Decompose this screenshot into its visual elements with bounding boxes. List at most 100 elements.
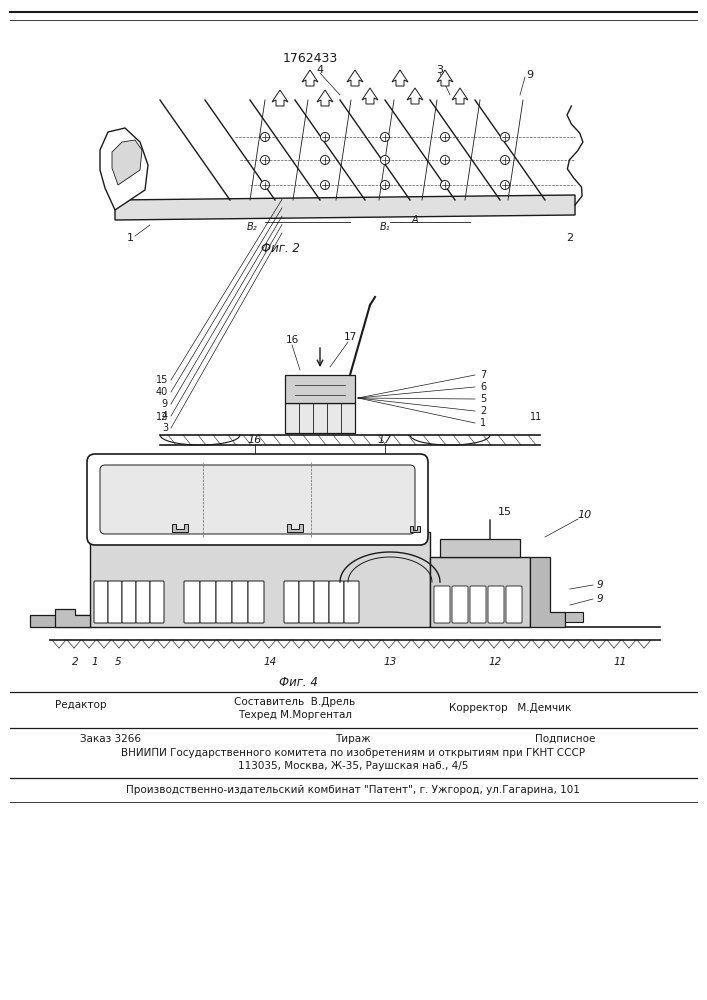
Text: 12: 12	[489, 657, 502, 667]
Circle shape	[501, 132, 510, 141]
Circle shape	[501, 180, 510, 190]
Text: 2: 2	[480, 406, 486, 416]
FancyBboxPatch shape	[488, 586, 504, 623]
Polygon shape	[437, 70, 453, 86]
Text: B₂: B₂	[247, 222, 257, 232]
Text: 3: 3	[436, 65, 443, 75]
Circle shape	[320, 155, 329, 164]
Text: 15: 15	[156, 375, 168, 385]
Text: 9: 9	[527, 70, 534, 80]
Circle shape	[320, 132, 329, 141]
Circle shape	[440, 132, 450, 141]
Bar	[565, 612, 583, 622]
Text: 9: 9	[597, 594, 603, 604]
Circle shape	[260, 155, 269, 164]
Text: 11: 11	[614, 657, 626, 667]
Text: 1: 1	[127, 233, 134, 243]
Text: 16: 16	[286, 335, 298, 345]
Polygon shape	[287, 524, 303, 532]
Text: 16: 16	[248, 435, 262, 445]
Polygon shape	[410, 526, 420, 532]
Polygon shape	[347, 70, 363, 86]
FancyBboxPatch shape	[108, 581, 122, 623]
FancyBboxPatch shape	[122, 581, 136, 623]
Polygon shape	[362, 88, 378, 104]
FancyBboxPatch shape	[299, 581, 314, 623]
FancyBboxPatch shape	[470, 586, 486, 623]
Polygon shape	[302, 70, 318, 86]
Text: A: A	[411, 215, 419, 225]
FancyBboxPatch shape	[94, 581, 108, 623]
Polygon shape	[172, 524, 188, 532]
Text: Производственно-издательский комбинат "Патент", г. Ужгород, ул.Гагарина, 101: Производственно-издательский комбинат "П…	[126, 785, 580, 795]
Text: Корректор   М.Демчик: Корректор М.Демчик	[449, 703, 571, 713]
FancyBboxPatch shape	[344, 581, 359, 623]
Circle shape	[260, 132, 269, 141]
Text: Фиг. 2: Фиг. 2	[261, 241, 300, 254]
Text: Заказ 3266: Заказ 3266	[80, 734, 141, 744]
FancyBboxPatch shape	[452, 586, 468, 623]
FancyBboxPatch shape	[100, 465, 415, 534]
Circle shape	[320, 180, 329, 190]
Text: 1: 1	[480, 418, 486, 428]
Circle shape	[440, 180, 450, 190]
FancyBboxPatch shape	[434, 586, 450, 623]
Circle shape	[501, 155, 510, 164]
Bar	[440, 539, 520, 557]
Bar	[285, 375, 355, 403]
Text: 5: 5	[115, 657, 122, 667]
Polygon shape	[112, 140, 142, 185]
Text: 7: 7	[480, 370, 486, 380]
Polygon shape	[272, 90, 288, 106]
Text: Составитель  В.Дрель: Составитель В.Дрель	[235, 697, 356, 707]
Text: 2: 2	[566, 233, 573, 243]
Text: 7: 7	[96, 475, 103, 485]
Polygon shape	[100, 128, 148, 210]
Text: 10: 10	[578, 510, 592, 520]
FancyBboxPatch shape	[232, 581, 248, 623]
Text: Тираж: Тираж	[335, 734, 370, 744]
Bar	[285, 403, 355, 433]
Text: 9: 9	[162, 399, 168, 409]
Text: 40: 40	[156, 387, 168, 397]
Text: Фиг. 3: Фиг. 3	[261, 484, 300, 496]
Text: 12: 12	[156, 412, 168, 422]
Text: 2: 2	[71, 657, 78, 667]
Text: Фиг. 4: Фиг. 4	[279, 676, 317, 688]
Bar	[90, 532, 430, 627]
FancyBboxPatch shape	[314, 581, 329, 623]
Bar	[30, 615, 90, 627]
Text: 17: 17	[378, 435, 392, 445]
Text: 1: 1	[92, 657, 98, 667]
FancyBboxPatch shape	[284, 581, 299, 623]
Polygon shape	[55, 609, 90, 627]
Text: 4: 4	[162, 411, 168, 421]
Circle shape	[380, 155, 390, 164]
Text: Редактор: Редактор	[55, 700, 107, 710]
Text: B₁: B₁	[380, 222, 390, 232]
FancyBboxPatch shape	[184, 581, 200, 623]
Text: 6: 6	[480, 382, 486, 392]
FancyBboxPatch shape	[248, 581, 264, 623]
Polygon shape	[452, 88, 468, 104]
FancyBboxPatch shape	[200, 581, 216, 623]
Text: 14: 14	[264, 657, 276, 667]
Text: 17: 17	[344, 332, 356, 342]
Text: ВНИИПИ Государственного комитета по изобретениям и открытиям при ГКНТ СССР: ВНИИПИ Государственного комитета по изоб…	[121, 748, 585, 758]
FancyBboxPatch shape	[506, 586, 522, 623]
Text: 5: 5	[480, 394, 486, 404]
Circle shape	[440, 155, 450, 164]
FancyBboxPatch shape	[150, 581, 164, 623]
Text: 4: 4	[317, 65, 324, 75]
FancyBboxPatch shape	[329, 581, 344, 623]
Text: Подписное: Подписное	[534, 734, 595, 744]
Text: 9: 9	[597, 580, 603, 590]
Polygon shape	[115, 195, 575, 220]
Text: Техред М.Моргентал: Техред М.Моргентал	[238, 710, 352, 720]
Polygon shape	[407, 88, 423, 104]
Polygon shape	[317, 90, 333, 106]
Text: 15: 15	[498, 507, 512, 517]
Polygon shape	[530, 557, 565, 627]
Circle shape	[380, 132, 390, 141]
Polygon shape	[392, 70, 408, 86]
